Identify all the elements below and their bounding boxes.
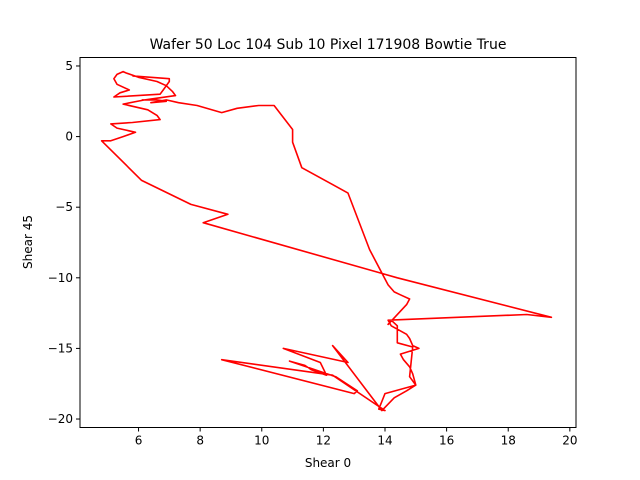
x-tick-label: 8 — [196, 434, 204, 448]
x-tick-label: 16 — [439, 434, 454, 448]
y-tick-label: 0 — [65, 130, 73, 144]
plot-area-frame — [79, 57, 577, 428]
y-axis-ticks: 5 0 −5 −10 −15 −20 — [48, 59, 80, 426]
y-tick-label: 5 — [65, 59, 73, 73]
x-tick-label: 12 — [316, 434, 331, 448]
x-tick-label: 6 — [135, 434, 143, 448]
x-tick-label: 14 — [377, 434, 392, 448]
y-tick-label: −5 — [55, 200, 73, 214]
x-axis-label: Shear 0 — [305, 456, 351, 470]
chart-title: Wafer 50 Loc 104 Sub 10 Pixel 171908 Bow… — [150, 37, 507, 53]
x-tick-label: 18 — [501, 434, 516, 448]
x-axis-ticks: 6 8 10 12 14 16 18 20 — [135, 427, 577, 448]
x-tick-label: 20 — [562, 434, 577, 448]
series-layer — [100, 70, 553, 412]
x-tick-label: 10 — [254, 434, 269, 448]
y-axis-label: Shear 45 — [21, 215, 35, 269]
y-tick-label: −20 — [48, 412, 73, 426]
y-tick-label: −10 — [48, 271, 73, 285]
y-tick-label: −15 — [48, 341, 73, 355]
series-line-0 — [100, 70, 553, 412]
